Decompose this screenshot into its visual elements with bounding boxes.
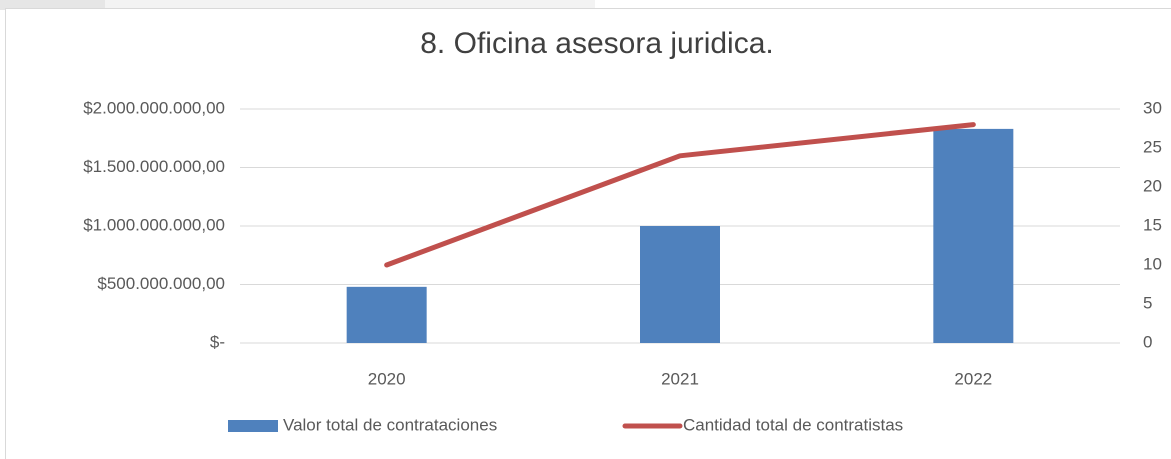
bar: [346, 286, 427, 343]
chart-title: 8. Oficina asesora juridica.: [420, 27, 774, 60]
y2-tick-label: 10: [1143, 254, 1162, 273]
line: [384, 122, 976, 268]
y2-tick-label: 5: [1143, 293, 1152, 312]
x-tick-label: 2022: [954, 369, 992, 388]
y-tick-label: $1.000.000.000,00: [83, 215, 225, 234]
y-tick-label: $-: [210, 332, 225, 351]
x-tick-label: 2021: [661, 369, 699, 388]
y2-tick-label: 30: [1143, 98, 1162, 117]
y2-tick-label: 25: [1143, 137, 1162, 156]
tab: [0, 0, 105, 10]
y-tick-label: $500.000.000,00: [97, 274, 225, 293]
legend-label: Valor total de contrataciones: [283, 415, 497, 434]
y2-tick-label: 20: [1143, 176, 1162, 195]
x-tick-label: 2020: [368, 369, 406, 388]
bar: [933, 128, 1014, 343]
y2-tick-label: 0: [1143, 332, 1152, 351]
y-tick-label: $1.500.000.000,00: [83, 157, 225, 176]
bar: [640, 226, 720, 343]
y2-tick-label: 15: [1143, 215, 1162, 234]
legend-label: Cantidad total de contratistas: [683, 415, 903, 434]
y-tick-label: $2.000.000.000,00: [83, 98, 225, 117]
legend-swatch: [228, 420, 278, 432]
tab-strip: [105, 0, 595, 8]
